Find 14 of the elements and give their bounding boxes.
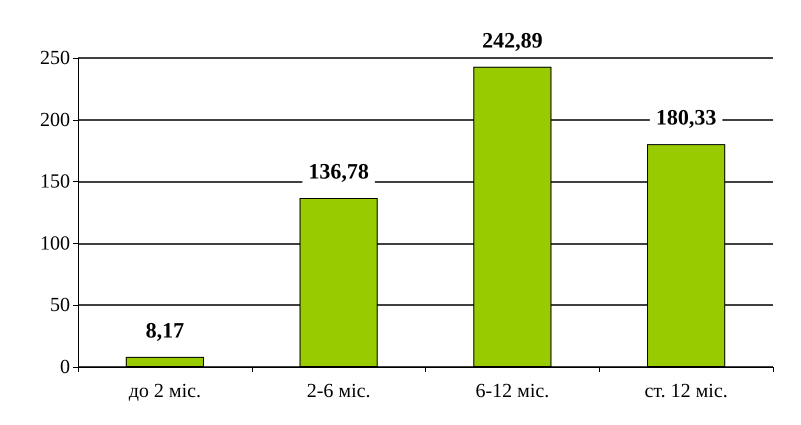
y-tick-label: 150 <box>40 170 70 193</box>
x-tick-label: 6-12 міс. <box>476 380 550 402</box>
y-tick-label: 50 <box>50 294 70 316</box>
y-tick-label: 250 <box>40 47 70 69</box>
data-label: 136,78 <box>308 158 369 184</box>
data-label: 180,33 <box>656 104 716 130</box>
y-tick-label: 100 <box>40 232 70 254</box>
x-tick-label: до 2 міс. <box>128 380 202 402</box>
data-label: 242,89 <box>482 27 543 52</box>
y-tick-label: 200 <box>40 108 70 131</box>
data-label: 8,17 <box>146 317 184 342</box>
x-tick-label: 2-6 міс. <box>306 380 370 402</box>
y-tick-label: 0 <box>60 356 70 378</box>
x-tick-label: ст. 12 міс. <box>644 380 728 402</box>
